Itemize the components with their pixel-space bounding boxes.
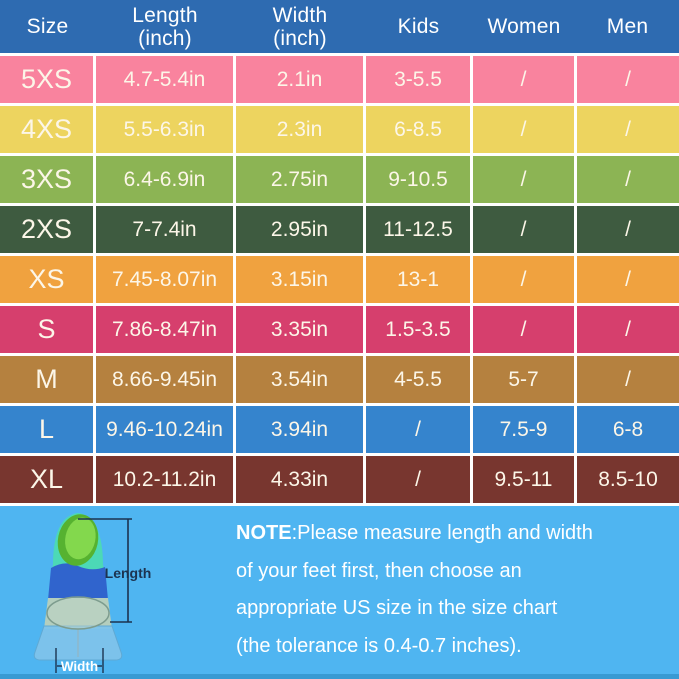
width-dimension-lines (55, 648, 104, 673)
note-text: NOTE:Please measure length and width of … (236, 515, 666, 665)
cell-women: 9.5-11 (473, 456, 574, 503)
cell-width: 2.95in (236, 206, 363, 253)
cell-length: 8.66-9.45in (96, 356, 233, 403)
cell-kids: / (366, 456, 470, 503)
cell-size: S (0, 306, 93, 353)
note-line: appropriate US size in the size chart (236, 597, 558, 619)
table-row-s: S 7.86-8.47in 3.35in 1.5-3.5// (0, 306, 679, 353)
cell-kids: 1.5-3.5 (366, 306, 470, 353)
cell-kids: 4-5.5 (366, 356, 470, 403)
fin-foot-opening (57, 514, 99, 566)
cell-men: / (577, 306, 679, 353)
cell-women: / (473, 256, 574, 303)
table-row-3xs: 3XS 6.4-6.9in 2.75in 9-10.5// (0, 156, 679, 203)
cell-kids: 11-12.5 (366, 206, 470, 253)
cell-size: L (0, 406, 93, 453)
header-label: Women (487, 15, 561, 38)
cell-size: 2XS (0, 206, 93, 253)
cell-men: 6-8 (577, 406, 679, 453)
cell-width: 2.75in (236, 156, 363, 203)
cell-width: 3.94in (236, 406, 363, 453)
cell-men: / (577, 256, 679, 303)
note-line: of your feet first, then choose an (236, 559, 522, 582)
header-label: Length (132, 3, 198, 27)
cell-women: / (473, 56, 574, 103)
cell-men: / (577, 156, 679, 203)
fin-heel-pocket (46, 596, 110, 630)
width-label: Width (61, 659, 98, 674)
header-sublabel: (inch) (273, 26, 327, 50)
cell-length: 7.45-8.07in (96, 256, 233, 303)
header-cell-women: Women (472, 0, 576, 53)
cell-length: 7-7.4in (96, 206, 233, 253)
cell-size: 5XS (0, 56, 93, 103)
cell-men: / (577, 56, 679, 103)
cell-women: / (473, 106, 574, 153)
cell-length: 5.5-6.3in (96, 106, 233, 153)
cell-men: / (577, 106, 679, 153)
cell-women: / (473, 306, 574, 353)
cell-length: 4.7-5.4in (96, 56, 233, 103)
header-label: Width (272, 3, 328, 27)
cell-men: 8.5-10 (577, 456, 679, 503)
cell-size: XL (0, 456, 93, 503)
cell-women: 5-7 (473, 356, 574, 403)
cell-size: M (0, 356, 93, 403)
cell-length: 7.86-8.47in (96, 306, 233, 353)
cell-length: 9.46-10.24in (96, 406, 233, 453)
cell-width: 2.1in (236, 56, 363, 103)
note-label: NOTE (236, 522, 292, 544)
header-sublabel: (inch) (138, 26, 192, 50)
table-row-m: M 8.66-9.45in 3.54in 4-5.5 5-7/ (0, 356, 679, 403)
cell-kids: 3-5.5 (366, 56, 470, 103)
cell-women: 7.5-9 (473, 406, 574, 453)
header-cell-length: Length (inch) (95, 0, 235, 53)
swim-fin-diagram: Length Width (33, 513, 152, 674)
cell-kids: 6-8.5 (366, 106, 470, 153)
length-label: Length (105, 565, 152, 581)
cell-kids: 9-10.5 (366, 156, 470, 203)
cell-size: XS (0, 256, 93, 303)
cell-men: / (577, 206, 679, 253)
cell-length: 10.2-11.2in (96, 456, 233, 503)
table-body: 5XS 4.7-5.4in 2.1in 3-5.5//4XS 5.5-6.3in 2.3i… (0, 56, 679, 503)
cell-kids: 13-1 (366, 256, 470, 303)
header-cell-size: Size (0, 0, 95, 53)
length-dimension-lines (78, 518, 132, 623)
cell-width: 2.3in (236, 106, 363, 153)
table-row-xs: XS 7.45-8.07in 3.15in 13-1// (0, 256, 679, 303)
note-line-1: :Please measure length and width (291, 522, 593, 544)
table-row-xl: XL 10.2-11.2in 4.33in/9.5-11 8.5-10 (0, 456, 679, 503)
cell-width: 3.54in (236, 356, 363, 403)
note-section: Length Width NOTE:Please measure length … (0, 506, 679, 679)
table-row-2xs: 2XS 7-7.4in 2.95in 11-12.5// (0, 206, 679, 253)
note-line: (the tolerance is 0.4-0.7 inches). (236, 634, 522, 657)
header-cell-men: Men (576, 0, 679, 53)
table-row-4xs: 4XS 5.5-6.3in 2.3in 6-8.5// (0, 106, 679, 153)
note-line: NOTE:Please measure length and width (236, 515, 666, 553)
header-label: Size (26, 15, 69, 38)
bottom-edge-strip (0, 674, 679, 679)
table-row-5xs: 5XS 4.7-5.4in 2.1in 3-5.5// (0, 56, 679, 103)
cell-width: 4.33in (236, 456, 363, 503)
cell-kids: / (366, 406, 470, 453)
table-row-l: L 9.46-10.24in 3.94in/7.5-9 6-8 (0, 406, 679, 453)
cell-width: 3.35in (236, 306, 363, 353)
cell-women: / (473, 206, 574, 253)
cell-width: 3.15in (236, 256, 363, 303)
cell-size: 3XS (0, 156, 93, 203)
header-cell-width: Width (inch) (235, 0, 365, 53)
cell-size: 4XS (0, 106, 93, 153)
cell-length: 6.4-6.9in (96, 156, 233, 203)
cell-men: / (577, 356, 679, 403)
table-header-row: Size Length (inch) Width (inch) Kids Women Men (0, 0, 679, 53)
header-cell-kids: Kids (365, 0, 472, 53)
cell-women: / (473, 156, 574, 203)
header-label: Men (606, 15, 649, 38)
header-label: Kids (397, 15, 440, 38)
fin-strap (48, 563, 108, 600)
